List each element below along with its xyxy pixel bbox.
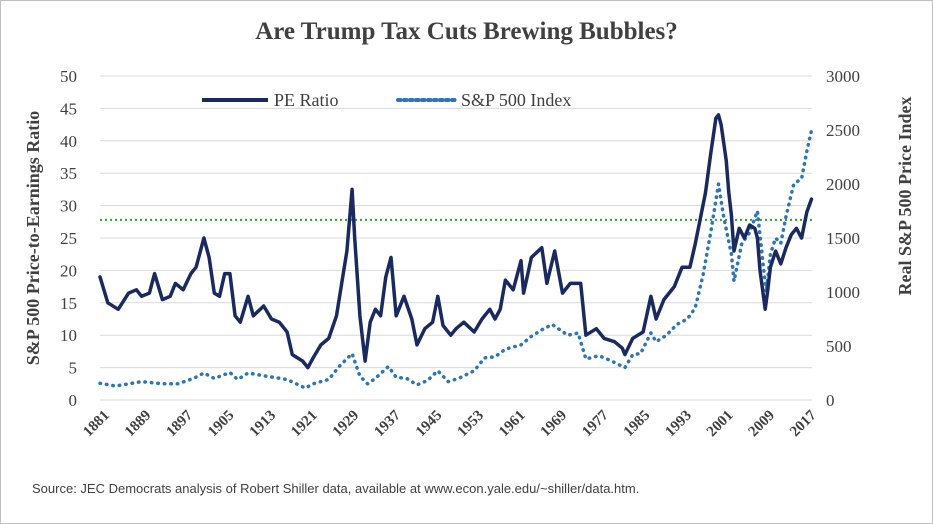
x-tick-label-1993: 1993: [662, 408, 695, 441]
x-axis-ticks: 1881 1889 1897 1905 1913 1921 1929 1937 1945 1953…: [80, 407, 820, 440]
y-left-tick-label-0: 0: [69, 391, 78, 410]
y-left-tick-label-20: 20: [60, 261, 77, 280]
legend-label-pe-ratio: PE Ratio: [274, 90, 339, 110]
y-left-tick-label-35: 35: [60, 164, 77, 183]
source-note: Source: JEC Democrats analysis of Robert…: [32, 481, 640, 496]
x-tick-label-1937: 1937: [371, 407, 404, 440]
y-axis-right-title: Real S&P 500 Price Index: [895, 97, 915, 296]
y-left-tick-label-45: 45: [60, 99, 77, 118]
y-axis-right-ticks: 0 500 1000 1500 2000 2500 3000: [826, 67, 860, 410]
y-left-tick-label-40: 40: [60, 132, 77, 151]
x-tick-label-2009: 2009: [746, 408, 779, 441]
y-left-tick-label-30: 30: [60, 197, 77, 216]
y-right-tick-label-2000: 2000: [826, 175, 860, 194]
x-tick-label-1961: 1961: [496, 408, 529, 441]
series-pe-ratio-line: [98, 113, 814, 370]
x-tick-label-1953: 1953: [454, 408, 487, 441]
x-tick-label-1985: 1985: [621, 408, 654, 441]
y-right-tick-label-3000: 3000: [826, 67, 860, 86]
x-tick-label-2001: 2001: [704, 408, 737, 441]
x-tick-label-1929: 1929: [330, 408, 363, 441]
y-axis-left-title: S&P 500 Price-to-Earnings Ratio: [23, 111, 43, 365]
y-right-tick-label-1500: 1500: [826, 229, 860, 248]
y-left-tick-label-5: 5: [69, 359, 78, 378]
series-group: [98, 113, 814, 390]
x-tick-label-1945: 1945: [413, 408, 446, 441]
x-tick-label-1977: 1977: [579, 407, 612, 440]
y-axis-left-ticks: 0 5 10 15 20 25 30 35 40 45 50: [60, 67, 77, 410]
x-tick-label-1913: 1913: [247, 408, 280, 441]
y-left-tick-label-15: 15: [60, 294, 77, 313]
x-tick-label-1969: 1969: [538, 408, 571, 441]
x-tick-label-1905: 1905: [205, 408, 238, 441]
y-left-tick-label-10: 10: [60, 326, 77, 345]
legend: PE Ratio S&P 500 Index: [202, 90, 571, 110]
y-right-tick-label-1000: 1000: [826, 283, 860, 302]
x-tick-label-1889: 1889: [122, 408, 155, 441]
chart-title: Are Trump Tax Cuts Brewing Bubbles?: [255, 18, 678, 45]
y-right-tick-label-0: 0: [826, 391, 835, 410]
gridlines: [100, 75, 812, 401]
x-tick-label-2017: 2017: [787, 407, 820, 440]
y-left-tick-label-50: 50: [60, 67, 77, 86]
y-right-tick-label-2500: 2500: [826, 121, 860, 140]
series-sp500-index-line: [98, 128, 814, 390]
legend-label-sp500: S&P 500 Index: [461, 90, 571, 110]
x-tick-label-1897: 1897: [163, 407, 196, 440]
x-tick-label-1921: 1921: [288, 408, 321, 441]
y-left-tick-label-25: 25: [60, 229, 77, 248]
y-right-tick-label-500: 500: [826, 337, 852, 356]
x-tick-label-1881: 1881: [80, 408, 113, 441]
